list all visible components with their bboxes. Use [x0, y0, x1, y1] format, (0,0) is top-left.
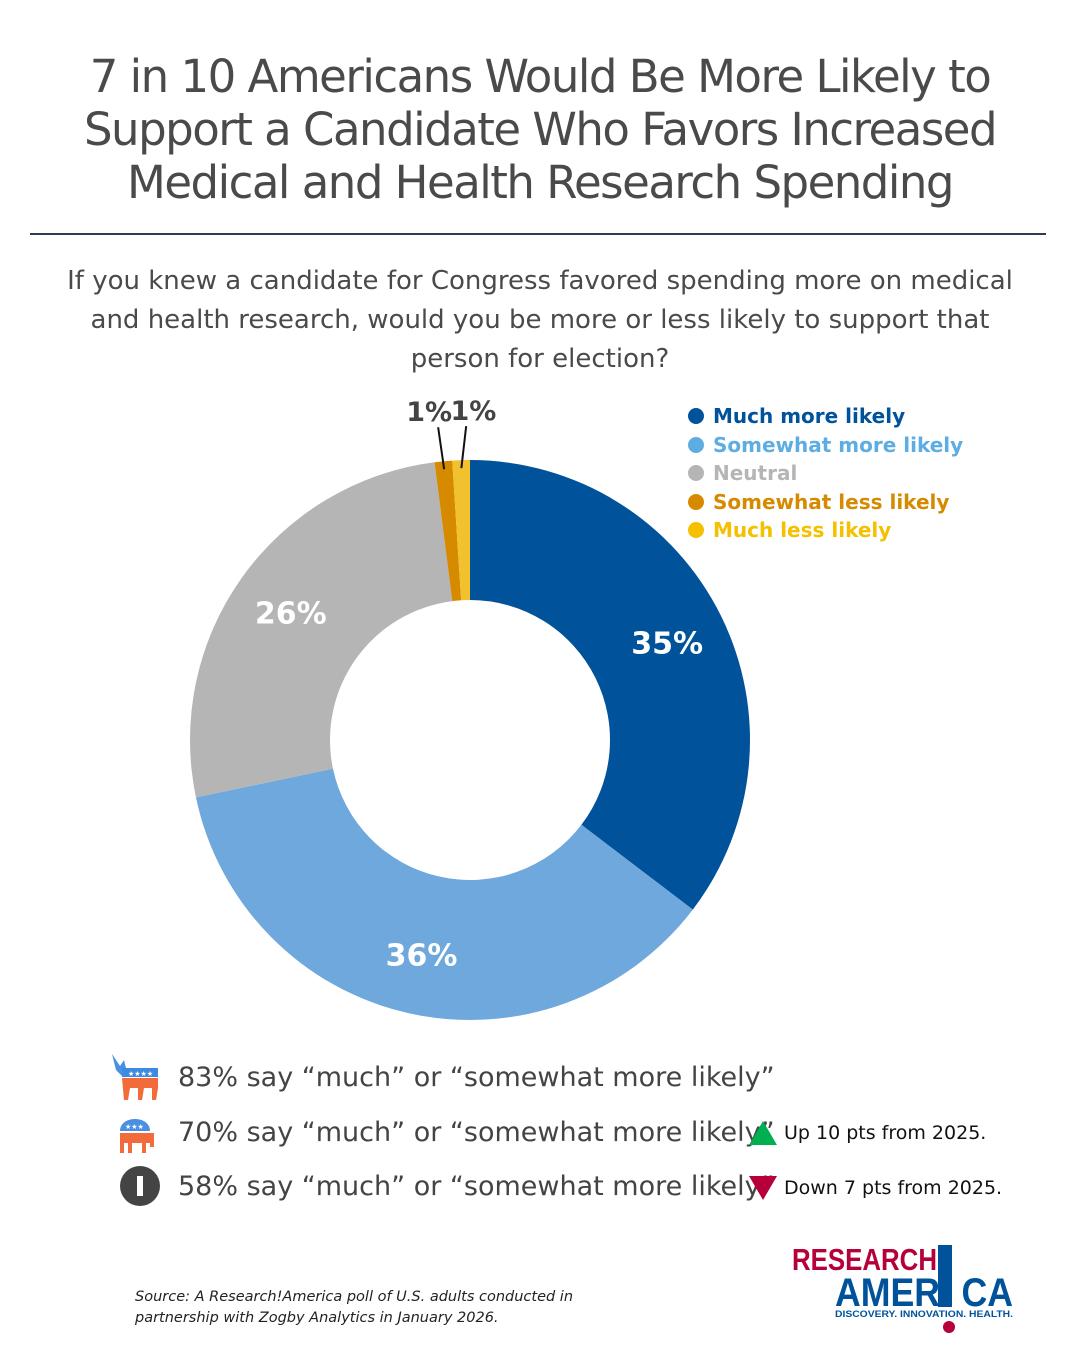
- svg-text:★★★: ★★★: [125, 1123, 144, 1131]
- logo-tagline: DISCOVERY. INNOVATION. HEALTH.: [835, 1309, 1013, 1319]
- divider: [30, 233, 1046, 235]
- legend-dot-icon: [688, 493, 704, 510]
- republican-elephant-icon: ★★★: [120, 1119, 154, 1153]
- legend-dot-icon: [688, 465, 704, 482]
- slice-somewhat-more: [195, 768, 693, 1020]
- independent-stat: 58% say “much” or “somewhat more likely”: [178, 1170, 775, 1202]
- data-label-somewhat-more: 36%: [386, 939, 458, 974]
- independent-row: 58% say “much” or “somewhat more likely”: [110, 1161, 775, 1211]
- democrat-stat: 83% say “much” or “somewhat more likely”: [178, 1061, 775, 1093]
- chart-legend: Much more likely Somewhat more likely Neut…: [688, 402, 963, 545]
- independent-change: Down 7 pts from 2025.: [748, 1175, 1002, 1201]
- legend-item-much-less: Much less likely: [688, 516, 963, 545]
- slice-neutral: [190, 462, 453, 798]
- democrat-donkey-icon: ★★★★: [112, 1054, 158, 1100]
- slice-somewhat-less: [434, 460, 462, 602]
- up-triangle-icon: [749, 1121, 777, 1145]
- slice-much-less: [452, 460, 470, 601]
- legend-item-somewhat-less: Somewhat less likely: [688, 488, 963, 517]
- logo-line1: RESEARCH: [792, 1242, 937, 1277]
- source-note: Source: A Research!America poll of U.S. …: [135, 1289, 574, 1326]
- independent-icon: [120, 1166, 160, 1206]
- democrat-row: ★★★★ 83% say “much” or “somewhat more li…: [110, 1052, 775, 1102]
- survey-question: If you knew a candidate for Congress fav…: [67, 266, 1013, 374]
- data-label-much-less: 1%: [450, 396, 496, 427]
- republican-stat: 70% say “much” or “somewhat more likely”: [178, 1116, 775, 1148]
- leader-line-somewhat-less: [437, 427, 446, 470]
- legend-item-much-more: Much more likely: [688, 402, 963, 431]
- republican-row: ★★★ 70% say “much” or “somewhat more lik…: [110, 1107, 775, 1157]
- svg-text:★★★★: ★★★★: [128, 1070, 153, 1078]
- legend-dot-icon: [688, 522, 704, 539]
- republican-change: Up 10 pts from 2025.: [748, 1120, 986, 1146]
- legend-label: Much less likely: [713, 518, 892, 543]
- legend-item-neutral: Neutral: [688, 459, 963, 488]
- page-title: 7 in 10 Americans Would Be More Likely t…: [83, 50, 998, 209]
- legend-label: Much more likely: [713, 404, 906, 429]
- independent-change-text: Down 7 pts from 2025.: [784, 1177, 1003, 1199]
- svg-text:AMER CA: AMER CA: [835, 1271, 1013, 1315]
- slice-much-more: [470, 460, 750, 910]
- research-america-logo: RESEARCH AMER CA DISCOVERY. INNOVATION. …: [792, 1242, 1013, 1333]
- data-label-somewhat-less: 1%: [406, 397, 452, 428]
- donut-chart: 35% 36% 26% 1%1%: [190, 396, 750, 1020]
- legend-item-somewhat-more: Somewhat more likely: [688, 431, 963, 460]
- legend-dot-icon: [688, 408, 704, 425]
- leader-line-much-less: [460, 426, 468, 469]
- data-label-neutral: 26%: [255, 596, 327, 631]
- republican-change-text: Up 10 pts from 2025.: [784, 1122, 987, 1144]
- down-triangle-icon: [749, 1176, 777, 1200]
- legend-label: Somewhat less likely: [713, 489, 950, 514]
- legend-label: Neutral: [713, 461, 798, 486]
- legend-label: Somewhat more likely: [713, 432, 964, 457]
- legend-dot-icon: [688, 436, 704, 453]
- data-label-much-more: 35%: [631, 626, 703, 661]
